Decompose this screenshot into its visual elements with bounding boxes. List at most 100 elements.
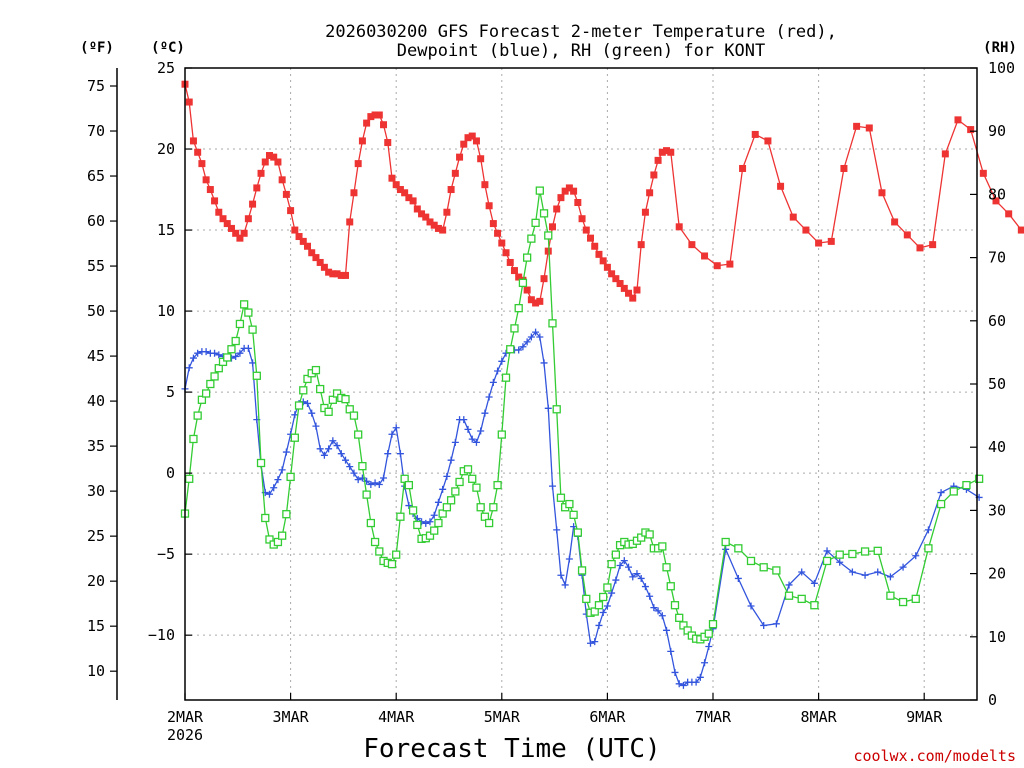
temperature-point bbox=[992, 197, 1000, 205]
temperature-point bbox=[232, 229, 240, 237]
temperature-point bbox=[561, 187, 569, 195]
temperature-point bbox=[633, 286, 641, 294]
dewpoint-point bbox=[671, 668, 679, 676]
temperature-point bbox=[401, 189, 409, 197]
temperature-point bbox=[481, 181, 489, 189]
dewpoint-point bbox=[540, 359, 548, 367]
temperature-point bbox=[502, 249, 510, 257]
rh-point bbox=[349, 411, 359, 420]
rh-tick-label: 50 bbox=[988, 375, 1006, 393]
temperature-point bbox=[477, 155, 485, 163]
temperature-point bbox=[227, 224, 235, 232]
rh-point bbox=[235, 319, 245, 329]
dewpoint-point bbox=[498, 357, 506, 365]
temperature-point bbox=[667, 148, 675, 156]
fahrenheit-tick-label: 20 bbox=[87, 572, 105, 590]
temperature-point bbox=[570, 187, 578, 195]
temperature-point bbox=[553, 205, 561, 213]
temperature-point bbox=[320, 263, 328, 271]
rh-point bbox=[375, 547, 384, 556]
dewpoint-point bbox=[701, 659, 709, 667]
temperature-point bbox=[384, 139, 392, 147]
rh-point bbox=[476, 503, 485, 512]
temperature-point bbox=[498, 239, 506, 247]
dewpoint-point bbox=[202, 348, 210, 356]
temperature-point bbox=[185, 98, 193, 106]
dewpoint-point bbox=[663, 626, 671, 634]
dewpoint-point bbox=[194, 349, 202, 357]
dewpoint-point bbox=[472, 438, 480, 446]
temperature-point bbox=[929, 241, 937, 249]
dewpoint-point bbox=[823, 547, 831, 555]
rh-point bbox=[962, 480, 971, 490]
dewpoint-point bbox=[337, 450, 345, 458]
rh-point bbox=[552, 405, 561, 414]
rh-point bbox=[797, 594, 806, 604]
dewpoint-point bbox=[308, 409, 316, 417]
dewpoint-point bbox=[211, 349, 219, 357]
rh-point bbox=[582, 594, 591, 604]
temperature-point bbox=[198, 160, 206, 168]
dewpoint-point bbox=[236, 349, 244, 357]
dewpoint-point bbox=[354, 476, 362, 484]
temperature-point bbox=[439, 226, 447, 234]
series-line-2-meter-temperature bbox=[184, 84, 1022, 304]
dewpoint-point bbox=[696, 673, 704, 681]
x-tick-label: 6MAR bbox=[589, 708, 626, 726]
dewpoint-point bbox=[278, 466, 286, 474]
rh-point bbox=[527, 234, 536, 243]
temperature-point bbox=[312, 254, 320, 262]
temperature-point bbox=[815, 239, 823, 247]
rh-tick-label: 40 bbox=[988, 438, 1006, 456]
dewpoint-point bbox=[561, 581, 569, 589]
rh-point bbox=[637, 533, 646, 542]
rh-point bbox=[484, 518, 494, 528]
temperature-point bbox=[223, 220, 231, 228]
temperature-point bbox=[979, 169, 987, 177]
rh-point bbox=[721, 537, 730, 547]
temperature-point bbox=[485, 202, 493, 210]
rh-point bbox=[531, 218, 540, 227]
gridlines bbox=[185, 68, 977, 700]
rh-point bbox=[599, 592, 608, 602]
temperature-point bbox=[675, 223, 683, 231]
dewpoint-point bbox=[548, 482, 556, 490]
temperature-point bbox=[595, 250, 603, 258]
temperature-point bbox=[194, 148, 202, 156]
temperature-point bbox=[603, 263, 611, 271]
temperature-point bbox=[206, 186, 214, 194]
rh-point bbox=[848, 549, 857, 559]
dewpoint-point bbox=[384, 450, 392, 458]
temperature-point bbox=[903, 231, 911, 239]
rh-point bbox=[936, 499, 946, 509]
temperature-point bbox=[637, 241, 645, 249]
temperature-point bbox=[249, 200, 257, 208]
rh-point bbox=[860, 547, 870, 556]
rh-point bbox=[565, 499, 574, 509]
rh-point bbox=[206, 379, 215, 389]
temperature-point bbox=[295, 233, 303, 241]
temperature-point bbox=[878, 189, 886, 197]
rh-point bbox=[898, 597, 908, 607]
rh-tick-label: 0 bbox=[988, 691, 997, 709]
dewpoint-point bbox=[249, 359, 257, 367]
temperature-point bbox=[582, 226, 590, 234]
dewpoint-point bbox=[536, 333, 544, 341]
fahrenheit-tick-label: 30 bbox=[87, 482, 105, 500]
rh-point bbox=[218, 357, 228, 367]
temperature-point bbox=[443, 208, 451, 216]
rh-point bbox=[645, 530, 654, 539]
temperature-point bbox=[244, 215, 252, 223]
dewpoint-point bbox=[654, 607, 662, 615]
rh-point bbox=[704, 629, 713, 638]
rh-tick-label: 20 bbox=[988, 565, 1006, 583]
temperature-point bbox=[777, 182, 785, 190]
temperature-point bbox=[646, 189, 654, 197]
dewpoint-point bbox=[367, 480, 375, 488]
temperature-point bbox=[713, 262, 721, 270]
temperature-point bbox=[189, 137, 197, 145]
temperature-point bbox=[329, 270, 337, 278]
temperature-point bbox=[291, 226, 299, 234]
dewpoint-point bbox=[612, 576, 620, 584]
dewpoint-point bbox=[705, 643, 713, 651]
